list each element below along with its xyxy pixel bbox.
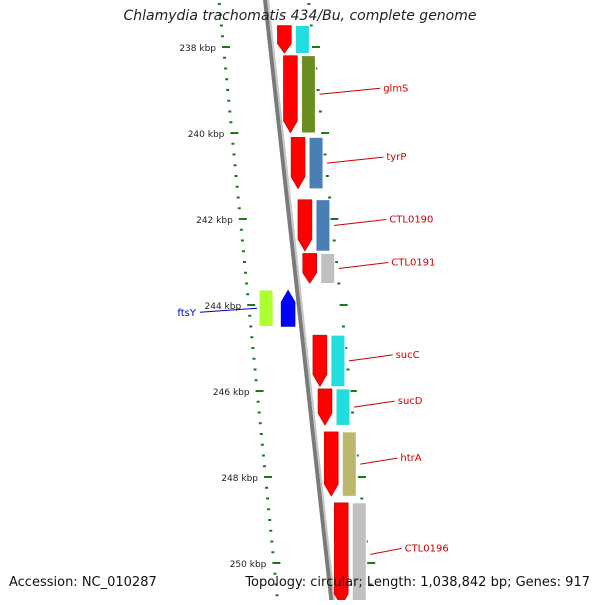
- scale-label: 246 kbp: [213, 388, 250, 398]
- gene-arrow-forward: [302, 253, 317, 284]
- gene-arrow-forward: [297, 199, 313, 252]
- gene-label-line: [360, 457, 398, 465]
- gene-annotation-bar: [335, 388, 351, 426]
- gene-annotation-bar: [308, 136, 324, 190]
- genome-backbone-highlight: [267, 0, 336, 605]
- genome-backbone: [263, 0, 334, 605]
- gene-label: CTL0196: [405, 543, 449, 554]
- gene-arrow-forward: [283, 55, 298, 134]
- gene-label-line: [326, 156, 384, 164]
- accession-label: Accession: NC_010287: [9, 575, 157, 590]
- gene-annotation-bar: [315, 199, 331, 252]
- gene-label-line: [338, 261, 389, 269]
- scale-label: 244 kbp: [205, 302, 242, 312]
- gene-annotation-bar: [300, 55, 316, 134]
- gene-label: glmS: [383, 83, 408, 94]
- gene-label-line: [333, 218, 387, 226]
- scale-label: 248 kbp: [221, 474, 258, 484]
- gene-label-line: [370, 547, 402, 555]
- map-title: Chlamydia trachomatis 434/Bu, complete g…: [123, 8, 477, 24]
- scale-label: 250 kbp: [230, 560, 267, 570]
- gene-annotation-bar: [330, 334, 346, 388]
- gene-label-line: [348, 354, 393, 362]
- gene-annotation-bar: [320, 252, 336, 284]
- gene-arrow-forward: [317, 388, 333, 426]
- gene-label: CTL0191: [391, 257, 435, 268]
- gene-arrow-forward: [277, 25, 292, 54]
- gene-label: htrA: [400, 453, 421, 464]
- gene-label: tyrP: [386, 152, 406, 163]
- gene-label-line: [353, 400, 395, 408]
- scale-label: 240 kbp: [188, 130, 225, 140]
- gene-arrow-forward: [290, 137, 306, 190]
- gene-label-line: [319, 87, 381, 95]
- gene-label-line: [199, 307, 258, 313]
- gene-annotation-bar: [351, 502, 367, 605]
- gene-arrow-forward: [312, 334, 328, 388]
- gene-arrow-forward: [324, 431, 339, 497]
- gene-label: sucD: [398, 396, 423, 407]
- topology-label: Topology: circular; Length: 1,038,842 bp…: [245, 575, 590, 590]
- gene-arrow-reverse: [280, 289, 296, 327]
- gene-label: sucC: [396, 350, 420, 361]
- gene-annotation-bar: [258, 289, 274, 328]
- gene-annotation-bar: [294, 25, 310, 54]
- gene-annotation-bar: [341, 431, 357, 497]
- scale-label: 238 kbp: [179, 44, 216, 54]
- gene-label: CTL0190: [389, 214, 433, 225]
- gene-label: ftsY: [177, 308, 196, 319]
- scale-label: 242 kbp: [196, 216, 233, 226]
